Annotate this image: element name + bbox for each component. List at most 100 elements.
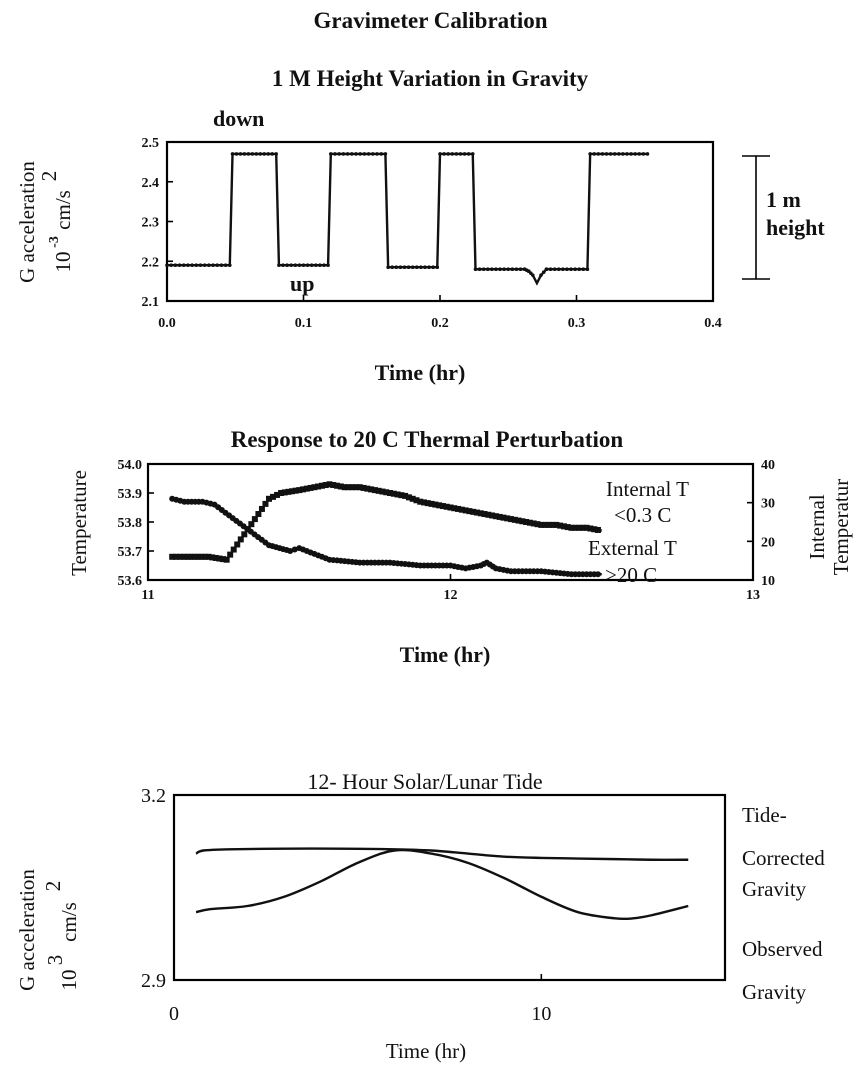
chart1-point: [202, 263, 207, 268]
chart1-point: [604, 152, 609, 156]
chart2-point-internal: [553, 521, 560, 528]
annotation-tide-line1: Tide-: [742, 803, 787, 827]
chart1-point: [462, 152, 467, 156]
chart1-point: [548, 267, 553, 272]
chart2-point-internal: [549, 521, 556, 528]
chart2-point-internal: [230, 546, 237, 553]
chart2-ytick-label-right: 30: [761, 497, 775, 512]
chart1-title: 1 M Height Variation in Gravity: [272, 66, 589, 91]
chart2-ytick-label-right: 40: [761, 458, 775, 473]
chart2-point-internal: [173, 553, 180, 560]
chart2-ytick-label-left: 53.9: [118, 487, 143, 502]
chart1-series: [165, 152, 650, 286]
chart2-point-internal: [181, 553, 188, 560]
annotation-external-line2: >20 C: [605, 563, 657, 587]
chart2-point-internal: [428, 500, 435, 507]
chart2-point-internal: [216, 555, 223, 562]
chart1-point: [230, 152, 235, 156]
chart2-point-internal: [508, 516, 514, 523]
chart1-point: [329, 152, 333, 156]
chart1-point: [637, 152, 642, 156]
chart1-point: [473, 267, 478, 272]
chart2-point-internal: [255, 511, 262, 518]
chart-thermal-perturbation: Response to 20 C Thermal Perturbation 11…: [67, 427, 853, 667]
chart2-point-internal: [417, 498, 424, 505]
chart2-ytick-label-left: 54.0: [118, 458, 143, 473]
chart1-point: [366, 152, 371, 156]
chart2-point-internal: [248, 521, 255, 528]
chart1-point: [281, 263, 285, 268]
chart-height-variation: 1 M Height Variation in Gravity 0.0 0.1 0.…: [15, 66, 825, 385]
chart2-point-internal: [568, 524, 575, 531]
chart2-point-internal: [177, 553, 184, 560]
chart2-point-internal: [436, 502, 443, 509]
chart2-point-internal: [360, 484, 367, 491]
chart3-ytick-label: 3.2: [141, 785, 166, 807]
main-title: Gravimeter Calibration: [313, 8, 548, 33]
chart1-point: [423, 265, 427, 270]
chart1-point: [274, 152, 279, 156]
chart1-point: [394, 265, 399, 270]
chart3-title: 12- Hour Solar/Lunar Tide: [307, 769, 542, 794]
chart1-point: [481, 267, 486, 272]
chart1-point: [514, 267, 519, 272]
chart1-point: [490, 267, 494, 272]
chart1-point: [477, 267, 482, 272]
chart3-xtick-label: 10: [531, 1003, 551, 1025]
chart1-point: [358, 152, 363, 156]
chart2-point-internal: [538, 521, 545, 528]
chart2-point-internal: [383, 489, 390, 496]
chart1-point: [398, 265, 403, 270]
chart1-point: [297, 263, 302, 268]
chart2-point-internal: [455, 505, 462, 512]
scale-bar: [742, 155, 770, 280]
chart-solar-lunar-tide: 12- Hour Solar/Lunar Tide 0 10 2.9 3.2 Time…: [15, 769, 825, 1063]
chart2-point-internal: [379, 488, 386, 495]
chart1-point: [270, 152, 275, 156]
chart1-point: [211, 263, 215, 268]
chart1-point: [354, 152, 358, 156]
chart2-point-internal: [356, 484, 363, 491]
chart1-point: [518, 267, 523, 272]
chart2-ylabel-left: Temperature: [67, 470, 91, 576]
chart2-point-internal: [470, 508, 477, 515]
chart2-point-internal: [591, 526, 598, 533]
chart1-xtick-label: 0.0: [158, 316, 176, 331]
chart2-point-internal: [237, 536, 244, 543]
chart1-point: [173, 263, 178, 268]
chart2-point-internal: [526, 519, 533, 526]
chart2-xtick-label: 12: [444, 588, 458, 603]
chart1-point: [585, 267, 590, 272]
chart1-point: [305, 263, 310, 268]
chart1-point: [215, 263, 220, 268]
chart1-point: [625, 152, 629, 156]
chart3-ylabel-unit: cm/s: [57, 902, 81, 942]
chart1-point: [406, 265, 411, 270]
chart1-point: [262, 152, 267, 156]
annotation-external-line1: External T: [588, 536, 677, 560]
chart2-point-internal: [341, 484, 348, 491]
chart2-point-internal: [227, 551, 234, 558]
annotation-tide-line3: Gravity: [742, 877, 807, 901]
chart2-point-internal: [281, 489, 288, 496]
chart2-point-internal: [330, 482, 337, 489]
chart2-point-internal: [390, 490, 397, 497]
chart1-point: [326, 263, 330, 268]
chart2-point-internal: [364, 485, 371, 492]
chart1-ylabel-units: 10 -3 cm/s 2: [37, 171, 75, 273]
chart2-xtick-label: 11: [141, 588, 154, 603]
chart1-point: [438, 152, 442, 156]
chart1-point: [341, 152, 346, 156]
chart1-ytick-label: 2.4: [142, 176, 160, 191]
chart1-point: [322, 263, 326, 268]
chart3-ytick-label: 2.9: [141, 970, 166, 992]
annotation-internal-line1: Internal T: [606, 477, 689, 501]
chart2-point-internal: [368, 486, 375, 493]
chart2-point-internal: [439, 503, 446, 510]
chart2-point-internal: [326, 481, 333, 488]
chart2-point-internal: [387, 490, 393, 496]
chart1-point: [345, 152, 350, 156]
chart2-point-internal: [466, 508, 473, 515]
chart2-point-internal: [345, 484, 352, 491]
chart2-point-internal: [184, 553, 191, 560]
